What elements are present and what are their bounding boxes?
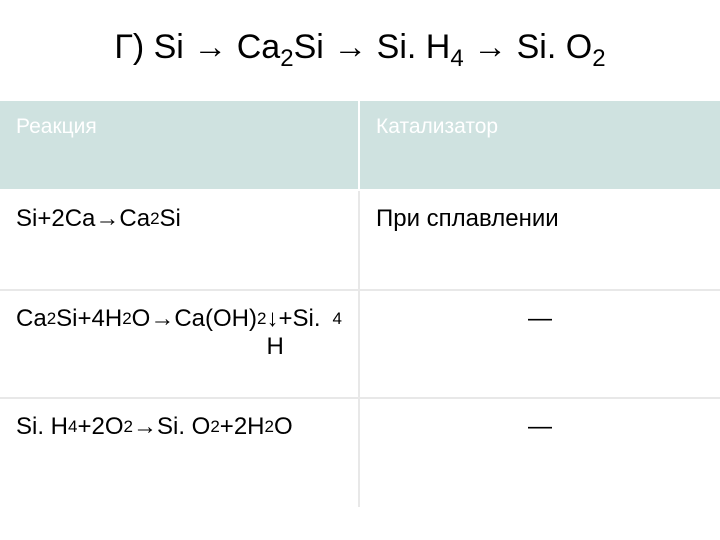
table-row: Si+2Ca→Ca2Si bbox=[0, 191, 360, 291]
table-row: Si. H4+2O2→Si. O2+2H2O bbox=[0, 399, 360, 507]
table-row: — bbox=[360, 399, 720, 507]
table-row: — bbox=[360, 291, 720, 399]
table-row: Ca2Si+4H2O→Ca(OH)2 ↓+Si. H4 bbox=[0, 291, 360, 399]
reaction-table: Реакция Катализатор Si+2Ca→Ca2Si При спл… bbox=[0, 101, 720, 507]
table-header-catalyst: Катализатор bbox=[360, 101, 720, 191]
table-header-reaction: Реакция bbox=[0, 101, 360, 191]
slide-title: Г) Si → Ca2Si → Si. H4 → Si. O2 bbox=[0, 0, 720, 101]
slide-container: Г) Si → Ca2Si → Si. H4 → Si. O2 Реакция … bbox=[0, 0, 720, 540]
table-row: При сплавлении bbox=[360, 191, 720, 291]
